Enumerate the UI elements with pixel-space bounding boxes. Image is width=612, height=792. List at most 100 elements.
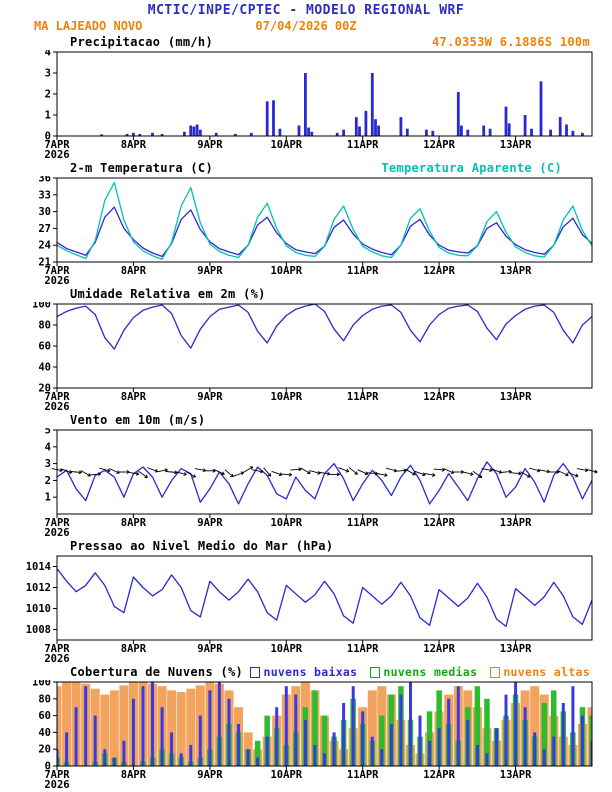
- svg-text:20: 20: [38, 744, 51, 756]
- panel-wind-header: Vento em 10m (m/s): [0, 412, 612, 428]
- svg-text:12APR: 12APR: [423, 391, 455, 403]
- cloud-legend: nuvens baixas nuvens medias nuvens altas: [250, 665, 590, 679]
- svg-text:12APR: 12APR: [423, 139, 455, 151]
- svg-text:13APR: 13APR: [500, 391, 532, 403]
- panel-precipitation-header: Precipitacao (mm/h) 47.0353W 6.1886S 100…: [0, 34, 612, 50]
- legend-label-medias: nuvens medias: [383, 665, 478, 679]
- panel-title-humidity: Umidade Relativa em 2m (%): [70, 287, 266, 301]
- svg-text:4: 4: [45, 441, 51, 453]
- svg-text:10APR: 10APR: [270, 391, 302, 403]
- svg-text:5: 5: [45, 428, 51, 437]
- legend-item-nuvens-medias: nuvens medias: [370, 665, 477, 679]
- svg-text:8APR: 8APR: [121, 391, 147, 403]
- svg-text:1: 1: [45, 110, 51, 122]
- station-name: MA LAJEADO NOVO: [34, 19, 143, 33]
- svg-text:1008: 1008: [26, 624, 51, 636]
- svg-text:2026: 2026: [44, 653, 69, 664]
- panel-temperature-header: 2-m Temperatura (C) Temperatura Aparente…: [0, 160, 612, 176]
- svg-text:36: 36: [38, 176, 51, 185]
- svg-text:8APR: 8APR: [121, 643, 147, 655]
- svg-text:3: 3: [45, 458, 51, 470]
- svg-text:80: 80: [38, 320, 51, 332]
- svg-text:27: 27: [38, 223, 51, 235]
- legend-swatch-altas-icon: [490, 666, 501, 678]
- svg-text:60: 60: [38, 341, 51, 353]
- svg-text:30: 30: [38, 206, 51, 218]
- svg-text:33: 33: [38, 189, 51, 201]
- svg-text:12APR: 12APR: [423, 265, 455, 277]
- legend-label-baixas: nuvens baixas: [263, 665, 358, 679]
- svg-text:0: 0: [45, 761, 51, 773]
- svg-text:11APR: 11APR: [347, 391, 379, 403]
- svg-text:2: 2: [45, 475, 51, 487]
- panel-clouds: Cobertura de Nuvens (%) nuvens baixas nu…: [0, 664, 612, 790]
- svg-text:60: 60: [38, 710, 51, 722]
- svg-text:10APR: 10APR: [270, 139, 302, 151]
- svg-text:9APR: 9APR: [197, 139, 223, 151]
- panel-wind: Vento em 10m (m/s) 1 2 3 4 5 7APR 2026 8APR 9APR…: [0, 412, 612, 538]
- legend-label-altas: nuvens altas: [503, 665, 590, 679]
- svg-text:13APR: 13APR: [500, 643, 532, 655]
- svg-text:2: 2: [45, 89, 51, 101]
- run-datetime: 07/04/2026 00Z: [255, 19, 357, 33]
- panel-title-pressure: Pressao ao Nivel Medio do Mar (hPa): [70, 539, 334, 553]
- svg-text:13APR: 13APR: [500, 517, 532, 529]
- panel-pressure-header: Pressao ao Nivel Medio do Mar (hPa): [0, 538, 612, 554]
- svg-text:13APR: 13APR: [500, 265, 532, 277]
- svg-text:9APR: 9APR: [197, 391, 223, 403]
- svg-text:7APR: 7APR: [44, 517, 70, 529]
- legend-swatch-baixas-icon: [250, 666, 261, 678]
- svg-text:8APR: 8APR: [121, 265, 147, 277]
- svg-text:13APR: 13APR: [500, 139, 532, 151]
- svg-text:13APR: 13APR: [500, 769, 532, 781]
- svg-text:7APR: 7APR: [44, 139, 70, 151]
- svg-text:11APR: 11APR: [347, 265, 379, 277]
- svg-text:1014: 1014: [26, 561, 51, 573]
- panel-clouds-header: Cobertura de Nuvens (%) nuvens baixas nu…: [0, 664, 612, 680]
- svg-text:11APR: 11APR: [347, 769, 379, 781]
- svg-text:1012: 1012: [26, 582, 51, 594]
- svg-text:8APR: 8APR: [121, 517, 147, 529]
- panel-pressure: Pressao ao Nivel Medio do Mar (hPa) 1008…: [0, 538, 612, 664]
- svg-text:2026: 2026: [44, 527, 69, 538]
- svg-text:11APR: 11APR: [347, 517, 379, 529]
- panel-precipitation: Precipitacao (mm/h) 47.0353W 6.1886S 100…: [0, 34, 612, 160]
- panel-title-clouds: Cobertura de Nuvens (%): [70, 665, 244, 679]
- svg-text:7APR: 7APR: [44, 769, 70, 781]
- svg-text:4: 4: [45, 50, 51, 59]
- svg-text:11APR: 11APR: [347, 643, 379, 655]
- legend-item-nuvens-altas: nuvens altas: [490, 665, 590, 679]
- svg-text:12APR: 12APR: [423, 643, 455, 655]
- panel-humidity-header: Umidade Relativa em 2m (%): [0, 286, 612, 302]
- svg-text:10APR: 10APR: [270, 265, 302, 277]
- svg-text:10APR: 10APR: [270, 517, 302, 529]
- apparent-temperature-label: Temperatura Aparente (C): [381, 161, 562, 175]
- model-title: MCTIC/INPE/CPTEC - MODELO REGIONAL WRF: [147, 3, 465, 18]
- svg-text:21: 21: [38, 257, 51, 269]
- svg-text:7APR: 7APR: [44, 391, 70, 403]
- panel-title-wind: Vento em 10m (m/s): [70, 413, 206, 427]
- svg-text:10APR: 10APR: [270, 769, 302, 781]
- svg-text:7APR: 7APR: [44, 265, 70, 277]
- svg-text:3: 3: [45, 68, 51, 80]
- svg-text:2026: 2026: [44, 149, 69, 160]
- svg-text:2026: 2026: [44, 275, 69, 286]
- svg-text:8APR: 8APR: [121, 139, 147, 151]
- svg-text:11APR: 11APR: [347, 139, 379, 151]
- panel-title-temperature: 2-m Temperatura (C): [70, 161, 213, 175]
- svg-text:100: 100: [32, 680, 51, 689]
- svg-text:9APR: 9APR: [197, 643, 223, 655]
- svg-text:24: 24: [38, 240, 51, 252]
- svg-text:7APR: 7APR: [44, 643, 70, 655]
- svg-text:0: 0: [45, 131, 51, 143]
- svg-text:8APR: 8APR: [121, 769, 147, 781]
- header-subline: MA LAJEADO NOVO 07/04/2026 00Z: [0, 18, 612, 34]
- svg-text:9APR: 9APR: [197, 265, 223, 277]
- svg-text:2026: 2026: [44, 401, 69, 412]
